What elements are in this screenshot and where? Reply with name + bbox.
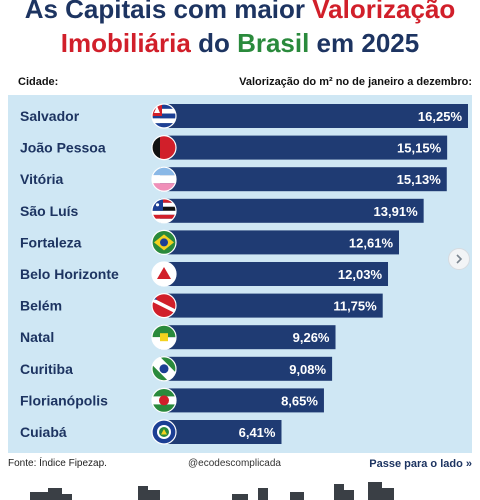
bar-value-label: 15,15% xyxy=(397,141,442,156)
city-skyline-decoration xyxy=(30,482,394,500)
next-slide-button[interactable] xyxy=(448,248,470,270)
source-note: Fonte: Índice Fipezap. xyxy=(8,458,107,469)
bar-value-label: 12,61% xyxy=(349,235,394,250)
city-label: São Luís xyxy=(20,203,79,219)
title-line-1: As Capitais com maior Valorização xyxy=(0,0,480,24)
bar xyxy=(160,420,282,444)
bar xyxy=(160,262,389,286)
city-label: Cuiabá xyxy=(20,424,67,440)
bar-value-label: 6,41% xyxy=(239,425,276,440)
maranhao-flag-icon xyxy=(151,198,177,224)
value-column-label: Valorização do m² no de janeiro a dezemb… xyxy=(239,76,472,88)
bar xyxy=(160,356,333,381)
chart-panel: Salvador 16,25% João Pessoa 15,15% Vitória 15… xyxy=(8,95,472,453)
bar-value-label: 9,08% xyxy=(289,362,326,377)
city-label: João Pessoa xyxy=(20,140,106,156)
chart-row: Vitória 15,13% xyxy=(20,166,447,192)
city-column-label: Cidade: xyxy=(18,76,59,88)
city-label: Belém xyxy=(20,298,62,314)
city-label: Belo Horizonte xyxy=(20,266,119,282)
bar-value-label: 15,13% xyxy=(397,172,442,187)
bar xyxy=(160,135,448,160)
parana-flag-icon xyxy=(151,356,177,382)
city-label: Fortaleza xyxy=(20,234,82,250)
title-line-2: Imobiliária do Brasil em 2025 xyxy=(0,28,480,58)
chevron-right-icon xyxy=(456,254,463,264)
bar-value-label: 13,91% xyxy=(374,204,419,219)
chart-row: Belo Horizonte 12,03% xyxy=(20,261,389,287)
bar-value-label: 8,65% xyxy=(281,393,318,408)
paraiba-flag-icon xyxy=(151,134,177,161)
chart-row: São Luís 13,91% xyxy=(20,198,424,224)
chart-row: Salvador 16,25% xyxy=(20,103,468,129)
chart-row: Belém 11,75% xyxy=(20,293,383,319)
bar xyxy=(160,230,400,255)
column-headers: Cidade: Valorização do m² no de janeiro … xyxy=(8,76,472,92)
swipe-hint: Passe para o lado » xyxy=(369,458,472,470)
chart-row: Cuiabá 6,41% xyxy=(20,419,282,445)
bar-value-label: 9,26% xyxy=(293,330,330,345)
ceara-flag-icon xyxy=(151,229,177,255)
title-text-f: em 2025 xyxy=(309,28,420,58)
title-text-b: Valorização xyxy=(312,0,456,24)
bar-value-label: 11,75% xyxy=(333,299,377,314)
bar xyxy=(160,104,468,128)
chart-row: Curitiba 9,08% xyxy=(20,356,333,382)
title-text-e: Brasil xyxy=(237,28,310,58)
bar-chart: Salvador 16,25% João Pessoa 15,15% Vitória 15… xyxy=(20,103,468,445)
para-flag-icon xyxy=(151,293,177,319)
title-text-d: do xyxy=(190,28,238,58)
swipe-hint-text: Passe para o lado xyxy=(369,458,463,470)
bar xyxy=(160,167,447,192)
bar xyxy=(160,198,424,223)
santa-catarina-flag-icon xyxy=(151,387,177,413)
city-label: Curitiba xyxy=(20,361,73,377)
chart-row: João Pessoa 15,15% xyxy=(20,134,448,161)
bahia-flag-icon xyxy=(151,103,177,129)
bar-value-label: 16,25% xyxy=(418,109,463,124)
social-handle: @ecodescomplicada xyxy=(188,458,281,469)
city-label: Salvador xyxy=(20,108,80,124)
city-label: Florianópolis xyxy=(20,392,108,408)
city-label: Natal xyxy=(20,329,54,345)
double-chevron-right-icon: » xyxy=(465,458,472,470)
footer: Fonte: Índice Fipezap. @ecodescomplicada… xyxy=(0,458,480,474)
chart-row: Florianópolis 8,65% xyxy=(20,387,324,413)
bar-value-label: 12,03% xyxy=(338,267,383,282)
bar xyxy=(160,293,383,318)
title-text-c: Imobiliária xyxy=(60,28,191,58)
bar xyxy=(160,325,336,350)
rio-grande-do-norte-flag-icon xyxy=(151,324,177,350)
city-label: Vitória xyxy=(20,171,64,187)
title-text-a: As Capitais com maior xyxy=(24,0,313,24)
mato-grosso-flag-icon xyxy=(151,419,177,445)
chart-row: Fortaleza 12,61% xyxy=(20,229,400,255)
minas-gerais-flag-icon xyxy=(151,261,177,287)
bar xyxy=(160,388,324,413)
espirito-santo-flag-icon xyxy=(151,166,177,192)
chart-row: Natal 9,26% xyxy=(20,324,336,350)
